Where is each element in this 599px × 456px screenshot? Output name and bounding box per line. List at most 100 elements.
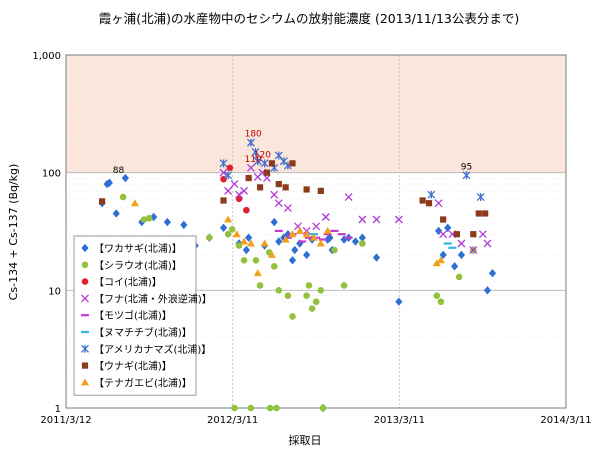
- data-point: [240, 237, 249, 245]
- data-point: [226, 164, 234, 172]
- data-point: [267, 250, 276, 258]
- data-point: [453, 231, 460, 238]
- data-point: [112, 209, 120, 218]
- data-point: [439, 230, 448, 239]
- legend-entry: 【フナ(北浦・外浪逆浦)】: [94, 292, 212, 305]
- data-point: [180, 220, 188, 230]
- data-point: [457, 239, 466, 248]
- data-point: [324, 235, 332, 244]
- data-point: [432, 259, 441, 267]
- data-point: [231, 404, 238, 412]
- data-point: [395, 297, 403, 306]
- data-point: [478, 230, 487, 239]
- data-label: 110: [245, 155, 262, 165]
- x-axis-label: 採取日: [289, 433, 322, 447]
- data-point: [455, 273, 463, 281]
- plot-border: [65, 54, 567, 409]
- data-point: [358, 233, 366, 242]
- data-point: [281, 235, 290, 243]
- legend-entry: 【アメリカナマズ(北浦)】: [94, 343, 211, 356]
- data-point: [283, 204, 292, 213]
- data-point: [483, 239, 492, 248]
- data-point: [482, 210, 489, 217]
- data-point: [309, 233, 318, 241]
- data-point: [296, 239, 304, 248]
- data-point: [425, 200, 433, 207]
- legend-marker: [81, 362, 89, 369]
- data-point: [275, 287, 283, 294]
- data-point: [437, 298, 445, 306]
- data-point: [312, 298, 320, 306]
- y-tick-label: 1,000: [32, 51, 61, 62]
- data-point: [317, 187, 324, 194]
- data-point: [302, 230, 311, 238]
- data-point: [224, 171, 233, 180]
- chart-title: 霞ヶ浦(北浦)の水産物中のセシウムの放射能濃度 (2013/11/13公表分まで…: [99, 11, 520, 26]
- data-point: [372, 215, 381, 224]
- data-point: [242, 245, 250, 255]
- data-point: [394, 215, 403, 224]
- y-tick-label: 10: [48, 286, 61, 297]
- x-tick-label: 2012/3/11: [207, 415, 258, 426]
- data-point: [268, 160, 276, 167]
- legend-marker: [81, 344, 89, 353]
- data-point: [206, 234, 213, 242]
- data-point: [288, 230, 297, 238]
- data-point: [436, 256, 445, 264]
- data-point: [246, 163, 255, 172]
- legend-marker: [81, 294, 89, 303]
- data-point: [246, 138, 255, 147]
- data-point: [372, 253, 381, 262]
- data-point: [295, 226, 304, 234]
- data-point: [488, 268, 497, 278]
- data-point: [289, 313, 296, 320]
- data-point: [220, 197, 227, 204]
- data-point: [476, 193, 485, 202]
- legend-entry: 【ヌマチチブ(北浦)】: [94, 326, 192, 339]
- legend-marker: [81, 261, 89, 269]
- data-point: [235, 190, 244, 199]
- data-point: [121, 173, 129, 183]
- legend-marker: [81, 378, 89, 386]
- data-point: [340, 235, 348, 244]
- data-point: [219, 223, 228, 232]
- data-point: [303, 250, 311, 260]
- data-point: [230, 180, 239, 189]
- limit-band: [66, 55, 566, 173]
- data-point: [303, 186, 310, 193]
- legend-marker: [81, 278, 89, 285]
- data-point: [282, 184, 289, 191]
- data-point: [289, 160, 296, 167]
- data-point: [232, 230, 241, 238]
- data-point: [243, 206, 250, 214]
- data-point: [321, 213, 330, 221]
- legend-entry: 【シラウオ(北浦)】: [94, 259, 182, 272]
- data-point: [275, 237, 283, 246]
- data-point: [470, 231, 477, 238]
- data-point: [317, 287, 325, 294]
- x-tick-label: 2014/3/11: [540, 415, 591, 426]
- data-label: 95: [461, 162, 472, 172]
- data-point: [340, 282, 348, 289]
- data-point: [427, 190, 436, 199]
- x-tick-label: 2013/3/11: [374, 415, 425, 426]
- data-point: [419, 197, 426, 204]
- data-point: [316, 239, 325, 247]
- data-point: [224, 230, 232, 238]
- legend-entry: 【テナガエビ(北浦)】: [94, 376, 192, 389]
- legend-marker: [81, 243, 89, 253]
- data-point: [240, 256, 248, 264]
- data-point: [440, 216, 447, 223]
- data-point: [240, 186, 249, 195]
- data-point: [163, 217, 171, 227]
- data-point: [224, 215, 233, 223]
- data-point: [358, 215, 367, 224]
- data-point: [245, 174, 252, 182]
- data-point: [284, 229, 292, 239]
- legend-entry: 【モツゴ(北浦)】: [94, 309, 172, 322]
- data-point: [450, 262, 459, 271]
- data-point: [435, 226, 443, 236]
- data-point: [130, 199, 139, 207]
- data-point: [326, 233, 334, 242]
- x-tick-label: 2011/3/12: [40, 415, 91, 426]
